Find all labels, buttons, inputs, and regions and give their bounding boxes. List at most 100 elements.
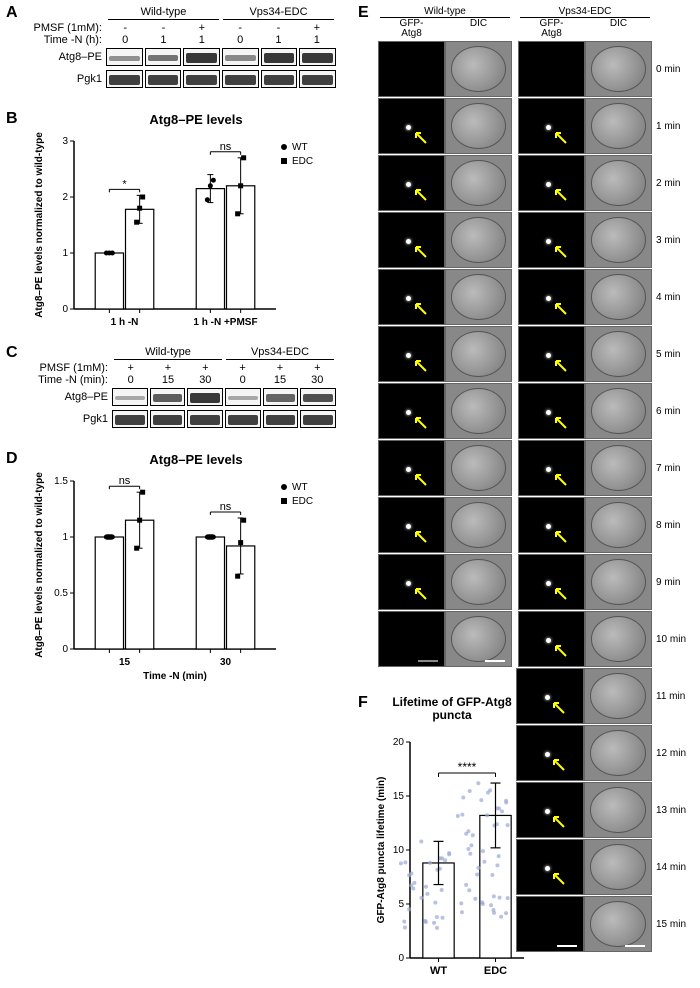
gfp-cell xyxy=(518,383,585,439)
gfp-cell xyxy=(378,326,445,382)
dic-cell xyxy=(585,326,652,382)
blot-lane xyxy=(187,388,223,406)
gfp-cell xyxy=(378,497,445,553)
svg-text:15: 15 xyxy=(119,657,131,668)
gfp-cell xyxy=(518,611,585,667)
time-val: 15 xyxy=(261,374,298,386)
blot-lane xyxy=(225,388,261,406)
svg-text:WT: WT xyxy=(292,482,308,493)
pmsf-val: + xyxy=(112,362,149,374)
chart-f-title: Lifetime of GFP-Atg8 puncta xyxy=(372,696,532,722)
blot-lane xyxy=(222,48,259,66)
svg-text:Atg8–PE levels normalized to w: Atg8–PE levels normalized to wild-type xyxy=(34,472,45,658)
gfp-cell xyxy=(378,98,445,154)
group-wt: Wild-type xyxy=(108,6,219,20)
panel-f-chart: Lifetime of GFP-Atg8 puncta 05101520GFP-… xyxy=(372,696,532,978)
gfp-cell xyxy=(378,269,445,325)
blot-lane xyxy=(263,410,299,428)
pmsf-val: + xyxy=(183,22,221,34)
blot-lane xyxy=(222,70,259,88)
gfp-cell xyxy=(378,155,445,211)
gfp-cell xyxy=(378,554,445,610)
gfp-cell xyxy=(518,440,585,496)
e-row-label: 3 min xyxy=(652,212,694,268)
pmsf-val: + xyxy=(224,362,261,374)
group-wt-c: Wild-type xyxy=(114,346,222,360)
dic-cell xyxy=(584,725,652,781)
chart-d-svg: 00.511.5Atg8–PE levels normalized to wil… xyxy=(26,467,336,687)
pmsf-val: - xyxy=(259,22,297,34)
blot-lane xyxy=(150,388,186,406)
svg-text:20: 20 xyxy=(393,737,405,748)
dic-cell xyxy=(445,554,512,610)
blot-lane xyxy=(225,410,261,428)
svg-text:10: 10 xyxy=(393,845,405,856)
dic-cell xyxy=(584,668,652,724)
blot-lane xyxy=(300,388,336,406)
e-row-label: 10 min xyxy=(652,611,694,667)
e-group-edc: Vps34-EDC xyxy=(520,6,650,18)
blot-lane xyxy=(299,48,336,66)
time-val: 30 xyxy=(187,374,224,386)
time-val: 30 xyxy=(299,374,336,386)
e-row-label: 0 min xyxy=(652,41,694,97)
svg-text:1 h -N: 1 h -N xyxy=(111,317,139,328)
gfp-cell xyxy=(518,269,585,325)
chart-d-title: Atg8–PE levels xyxy=(56,452,336,467)
dic-cell xyxy=(445,611,512,667)
e-row-label: 9 min xyxy=(652,554,694,610)
dic-cell xyxy=(584,896,652,952)
e-row-label: 4 min xyxy=(652,269,694,325)
e-col-sub: DIC xyxy=(445,18,512,40)
dic-cell xyxy=(585,155,652,211)
e-group-wt: Wild-type xyxy=(380,6,510,18)
blot-lane xyxy=(263,388,299,406)
dic-cell xyxy=(445,98,512,154)
chart-f-svg: 05101520GFP-Atg8 puncta lifetime (min)WT… xyxy=(372,722,532,982)
svg-text:ns: ns xyxy=(119,475,131,487)
group-edc-c: Vps34-EDC xyxy=(226,346,334,360)
gfp-cell xyxy=(518,98,585,154)
panel-c-label: C xyxy=(6,344,18,362)
svg-text:1.5: 1.5 xyxy=(54,476,68,487)
panel-c-blot: Wild-type Vps34-EDC PMSF (1mM): ++++++ T… xyxy=(26,346,336,428)
time-val: 0 xyxy=(221,34,259,46)
e-col-sub: GFP-Atg8 xyxy=(378,18,445,40)
panel-b-label: B xyxy=(6,110,18,128)
time-val: 1 xyxy=(298,34,336,46)
dic-cell xyxy=(445,269,512,325)
dic-cell xyxy=(585,383,652,439)
svg-text:30: 30 xyxy=(220,657,232,668)
panel-b-chart: Atg8–PE levels 0123Atg8–PE levels normal… xyxy=(26,112,336,337)
dic-cell xyxy=(585,269,652,325)
time-val: 1 xyxy=(259,34,297,46)
e-col-sub: DIC xyxy=(585,18,652,40)
e-row-label: 11 min xyxy=(652,668,694,724)
dic-cell xyxy=(445,440,512,496)
blot-lane xyxy=(150,410,186,428)
pmsf-val: - xyxy=(221,22,259,34)
dic-cell xyxy=(585,212,652,268)
gfp-cell xyxy=(518,497,585,553)
svg-text:0: 0 xyxy=(62,644,68,655)
svg-text:3: 3 xyxy=(62,136,68,147)
time-label: Time -N (h): xyxy=(26,34,106,46)
blot-lane xyxy=(187,410,223,428)
pmsf-val: + xyxy=(298,22,336,34)
dic-cell xyxy=(585,497,652,553)
e-row-label: 1 min xyxy=(652,98,694,154)
time-val: 0 xyxy=(112,374,149,386)
gfp-cell xyxy=(518,326,585,382)
e-row-label: 13 min xyxy=(652,782,694,838)
blot-lane xyxy=(145,70,182,88)
blot-lane xyxy=(183,48,220,66)
pmsf-val: + xyxy=(149,362,186,374)
e-row-label: 8 min xyxy=(652,497,694,553)
gfp-cell xyxy=(518,554,585,610)
svg-text:0.5: 0.5 xyxy=(54,588,68,599)
panel-d-label: D xyxy=(6,450,18,468)
svg-text:1 h -N +PMSF: 1 h -N +PMSF xyxy=(193,317,257,328)
dic-cell xyxy=(585,41,652,97)
chart-b-title: Atg8–PE levels xyxy=(56,112,336,127)
svg-text:****: **** xyxy=(458,760,477,774)
